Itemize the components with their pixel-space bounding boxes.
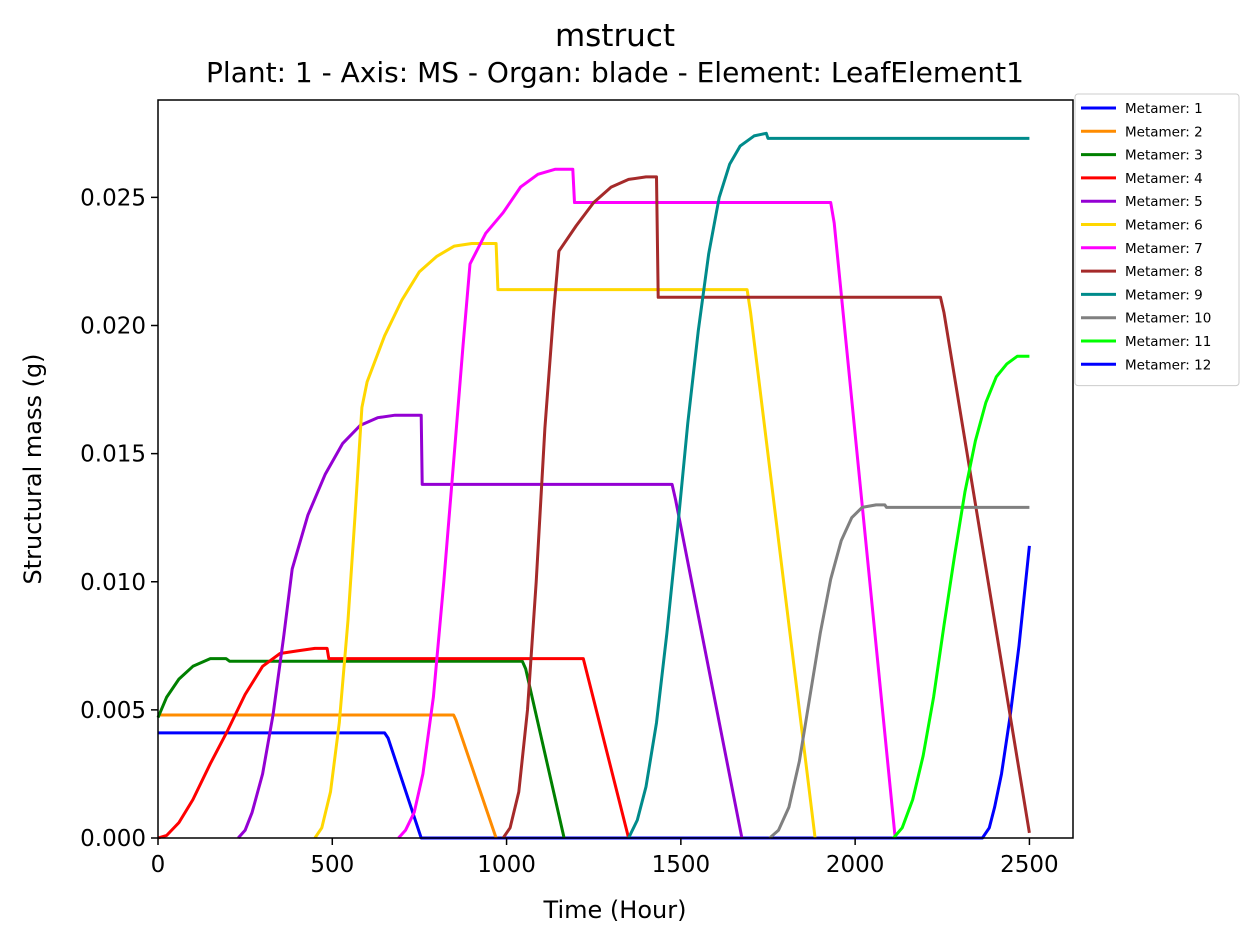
series-line-9 (627, 131, 1030, 839)
x-tick-label: 2000 (826, 852, 885, 878)
chart-title: mstruct (555, 18, 675, 54)
y-axis-label: Structural mass (g) (19, 353, 47, 584)
x-axis: 0 500 1000 1500 2000 2500 (151, 838, 1059, 878)
y-axis: 0.000 0.005 0.010 0.015 0.020 0.025 (80, 185, 158, 852)
series-line-5 (237, 413, 744, 840)
legend: Metamer: 1 Metamer: 2 Metamer: 3 Metamer: 4… (1074, 93, 1240, 387)
legend-entry-label: Metamer: 12 (1125, 357, 1211, 373)
legend-entry-label: Metamer: 5 (1125, 194, 1203, 210)
plot-area (158, 100, 1073, 838)
legend-entry-label: Metamer: 4 (1125, 171, 1203, 187)
y-tick-label: 0.015 (80, 442, 146, 468)
legend-entry-label: Metamer: 6 (1125, 218, 1203, 234)
series-line-2 (158, 713, 498, 839)
series-line-11 (892, 354, 1030, 839)
x-tick-label: 500 (310, 852, 354, 878)
series-layer (156, 131, 1031, 840)
legend-entry-label: Metamer: 1 (1125, 101, 1203, 117)
series-line-6 (313, 242, 817, 839)
legend-box (1074, 93, 1240, 387)
plot-frame (157, 99, 1074, 839)
legend-entry-label: Metamer: 8 (1125, 264, 1203, 280)
legend-entry-label: Metamer: 3 (1125, 148, 1203, 164)
y-tick-label: 0.025 (80, 185, 146, 211)
chart-subtitle: Plant: 1 - Axis: MS - Organ: blade - Ele… (206, 56, 1024, 89)
y-tick-label: 0.005 (80, 698, 146, 724)
legend-entry-label: Metamer: 11 (1125, 334, 1211, 350)
y-tick-label: 0.000 (80, 826, 146, 852)
x-axis-label: Time (Hour) (543, 896, 687, 924)
x-tick-label: 1000 (477, 852, 536, 878)
series-line-10 (768, 503, 1030, 840)
x-tick-label: 2500 (1000, 852, 1059, 878)
x-tick-label: 0 (151, 852, 166, 878)
x-tick-label: 1500 (652, 852, 711, 878)
legend-entry-label: Metamer: 2 (1125, 124, 1203, 140)
series-line-3 (156, 657, 566, 839)
legend-entry-label: Metamer: 9 (1125, 287, 1203, 303)
legend-entry-label: Metamer: 10 (1125, 311, 1211, 327)
series-line-8 (501, 175, 1031, 839)
legend-entry-label: Metamer: 7 (1125, 241, 1203, 257)
series-line-7 (397, 167, 897, 840)
y-tick-label: 0.010 (80, 570, 146, 596)
series-line-4 (157, 646, 631, 840)
series-line-1 (158, 545, 1031, 840)
y-tick-label: 0.020 (80, 314, 146, 340)
